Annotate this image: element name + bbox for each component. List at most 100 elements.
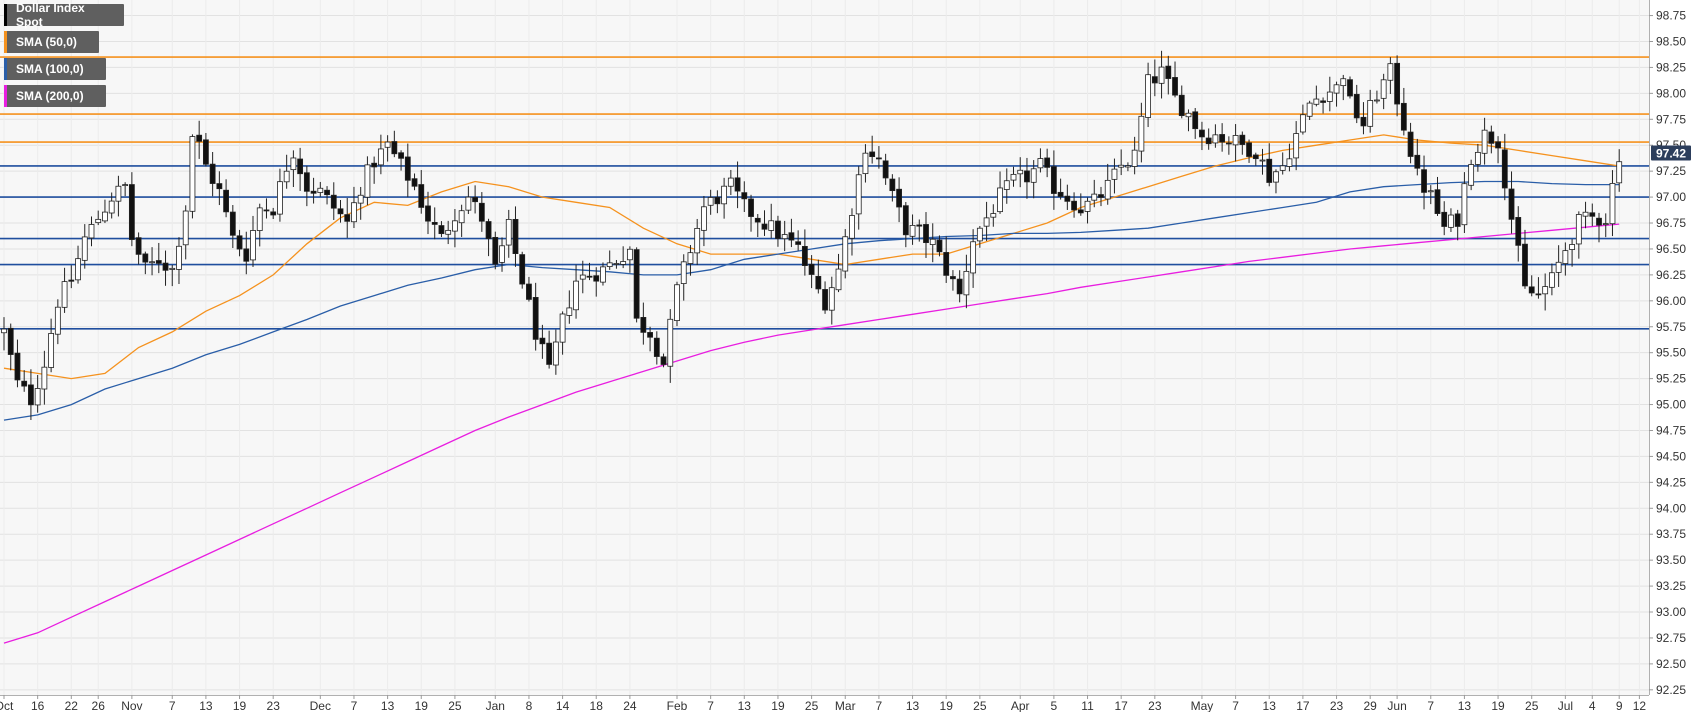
legend-label: SMA (100,0) (16, 62, 84, 76)
candle-body-up (1138, 115, 1145, 152)
candle-body-down (896, 188, 902, 208)
legend-swatch (4, 85, 7, 107)
legend-item-instrument[interactable]: Dollar Index Spot (4, 1, 124, 29)
candle-body-down (1522, 243, 1528, 287)
candle-body-up (842, 236, 849, 272)
x-tick-label: 19 (771, 699, 785, 712)
candle-body-up (1461, 183, 1468, 226)
candle-body-up (88, 224, 95, 239)
candle-body-up (600, 266, 606, 283)
candle-body-up (1340, 78, 1347, 87)
candle-body-up (256, 207, 263, 231)
candle-body-up (694, 228, 701, 254)
candle-body-up (1468, 164, 1475, 186)
candle-body-down (1528, 286, 1535, 294)
x-tick-label: Mar (835, 699, 856, 712)
legend-label: SMA (50,0) (16, 35, 77, 49)
y-tick-label: 92.50 (1656, 657, 1686, 671)
candle-body-down (1192, 111, 1199, 130)
candle-body-up (61, 281, 68, 308)
candle-body-down (243, 248, 250, 262)
candle-body-up (1104, 179, 1111, 200)
candle-body-up (1145, 74, 1151, 118)
candle-body-up (620, 261, 627, 265)
candle-body-up (115, 185, 122, 202)
candle-body-up (1374, 99, 1380, 102)
x-tick-label: 13 (1458, 699, 1472, 712)
candle-body-down (1225, 142, 1232, 145)
candle-body-up (1609, 183, 1616, 225)
candle-body-up (1037, 158, 1044, 169)
x-tick-label: 7 (876, 699, 883, 712)
candle-body-down (876, 157, 882, 160)
candle-body-down (303, 172, 310, 192)
y-tick-label: 94.00 (1656, 501, 1686, 515)
candle-body-up (290, 157, 297, 171)
x-tick-label: 25 (448, 699, 462, 712)
legend-item-sma200[interactable]: SMA (200,0) (4, 85, 106, 107)
candle-body-down (216, 183, 223, 190)
candle-body-down (869, 151, 876, 158)
candle-body-down (653, 337, 660, 357)
candle-body-up (364, 164, 371, 198)
candle-body-up (1575, 214, 1582, 245)
plot-background (0, 0, 1649, 695)
candle-body-up (277, 181, 283, 215)
candle-body-down (1353, 93, 1360, 119)
candle-body-up (862, 152, 869, 175)
candle-body-down (337, 208, 344, 215)
x-tick-label: Jun (1387, 699, 1406, 712)
candle-body-up (1003, 180, 1010, 190)
x-tick-label: 29 (1364, 699, 1378, 712)
candle-body-up (963, 270, 970, 296)
x-tick-label: 26 (92, 699, 106, 712)
x-tick-label: 11 (1081, 699, 1094, 712)
candle-body-up (1293, 133, 1300, 159)
x-tick-label: 24 (623, 699, 637, 712)
candle-body-down (1165, 65, 1172, 79)
legend-item-sma100[interactable]: SMA (100,0) (4, 58, 106, 80)
y-tick-label: 97.75 (1656, 112, 1686, 126)
candle-body-down (1057, 191, 1064, 197)
candle-body-down (425, 205, 431, 222)
candle-body-down (1407, 131, 1414, 157)
candle-body-down (519, 254, 526, 285)
candle-body-up (81, 236, 88, 261)
candle-body-up (1602, 223, 1609, 226)
candle-body-down (775, 220, 781, 239)
x-tick-label: Nov (121, 699, 142, 712)
x-tick-label: 13 (906, 699, 920, 712)
candle-body-up (1582, 211, 1589, 217)
candle-body-down (734, 177, 741, 192)
candle-body-up (1549, 272, 1555, 288)
candle-body-up (1017, 169, 1024, 175)
candle-body-up (626, 248, 633, 261)
candle-body-up (1616, 161, 1623, 184)
candle-body-down (889, 178, 896, 192)
candle-body-up (176, 245, 182, 270)
candle-body-down (196, 134, 203, 142)
candle-body-down (795, 241, 802, 245)
candle-body-up (1306, 102, 1313, 117)
candle-body-up (189, 136, 196, 212)
x-tick-label: 7 (169, 699, 176, 712)
x-tick-label: 25 (805, 699, 819, 712)
candle-body-down (1501, 149, 1508, 189)
candle-body-up (48, 333, 55, 368)
candle-body-down (485, 221, 492, 240)
legend-item-sma50[interactable]: SMA (50,0) (4, 31, 99, 53)
last-price-tag: 97.42 (1651, 145, 1691, 161)
x-tick-label: May (1191, 699, 1214, 712)
candle-body-up (95, 218, 102, 224)
candle-body-up (1542, 286, 1549, 295)
candle-body-down (1199, 129, 1205, 138)
candle-body-down (1400, 102, 1407, 131)
legend-swatch (4, 31, 7, 53)
candle-body-down (1360, 116, 1367, 127)
candle-body-down (808, 263, 815, 275)
candle-body-down (162, 262, 169, 271)
candle-body-down (586, 275, 593, 278)
y-tick-label: 93.75 (1656, 527, 1686, 541)
candle-body-up (1313, 98, 1320, 105)
candle-body-down (1178, 94, 1185, 117)
